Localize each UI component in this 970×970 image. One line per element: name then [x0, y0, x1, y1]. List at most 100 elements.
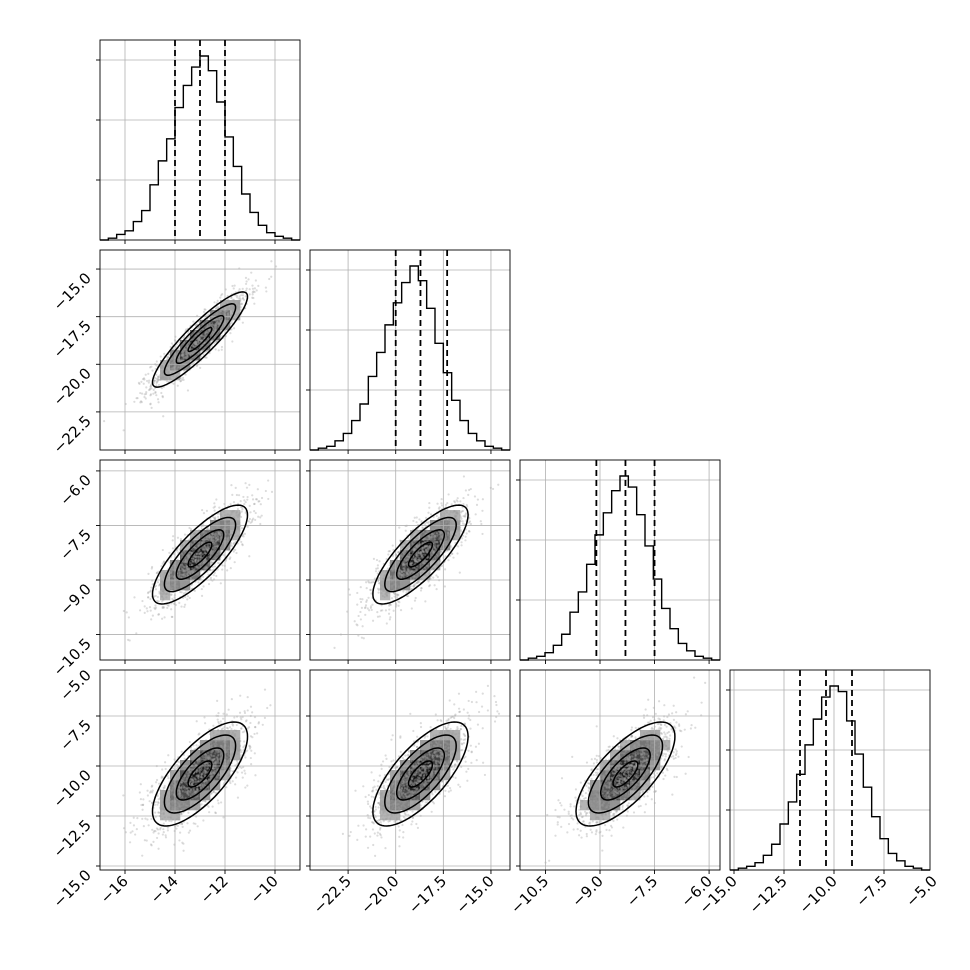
density-cell: [400, 570, 411, 581]
sample-point: [217, 728, 220, 732]
sample-point: [400, 584, 403, 587]
sample-point: [181, 576, 185, 579]
sample-point: [445, 540, 448, 543]
sample-point: [196, 573, 200, 576]
sample-point: [207, 535, 210, 538]
sample-point: [198, 784, 201, 787]
sample-point: [419, 565, 422, 568]
sample-point: [417, 530, 420, 533]
sample-point: [392, 577, 395, 580]
sample-point: [436, 533, 439, 536]
sample-point: [213, 517, 217, 520]
sample-point: [197, 332, 200, 336]
sample-point: [406, 572, 410, 576]
sample-point: [181, 583, 184, 586]
sample-point: [238, 295, 241, 298]
sample-point: [401, 574, 405, 577]
sample-point: [168, 376, 172, 379]
sample-point: [187, 804, 190, 807]
sample-point: [172, 784, 175, 787]
sample-point: [187, 360, 190, 363]
sample-point: [448, 532, 451, 536]
sample-point: [182, 357, 186, 360]
sample-point: [243, 502, 246, 506]
sample-point: [207, 337, 210, 340]
sample-point: [197, 529, 201, 532]
density-cell: [200, 330, 211, 341]
sample-point: [427, 538, 430, 541]
sample-point: [446, 502, 449, 505]
sample-point: [214, 534, 217, 538]
sample-point: [406, 559, 409, 562]
sample-point: [162, 606, 166, 609]
sample-point: [237, 494, 241, 497]
sample-point: [211, 758, 214, 761]
sample-point: [176, 766, 179, 769]
sample-point: [400, 570, 404, 574]
sample-point: [447, 532, 450, 536]
sample-point: [451, 511, 454, 514]
sample-point: [213, 328, 216, 331]
sample-point: [189, 537, 192, 541]
sample-point: [178, 601, 181, 604]
sample-point: [186, 554, 189, 557]
sample-point: [216, 758, 220, 761]
sample-point: [385, 592, 388, 595]
density-cell: [650, 760, 661, 771]
sample-point: [170, 587, 173, 591]
sample-point: [380, 592, 383, 595]
sample-point: [194, 566, 197, 569]
sample-point: [415, 552, 418, 555]
sample-point: [172, 580, 175, 583]
sample-point: [178, 360, 181, 363]
sample-point: [211, 333, 214, 337]
sample-point: [172, 576, 175, 579]
sample-point: [183, 581, 186, 584]
sample-point: [415, 554, 418, 557]
sample-point: [217, 539, 220, 542]
sample-point: [167, 574, 170, 577]
sample-point: [233, 561, 236, 564]
sample-point: [377, 591, 380, 594]
sample-point: [190, 542, 193, 545]
sample-point: [195, 364, 198, 367]
sample-point: [191, 344, 194, 347]
sample-point: [191, 765, 194, 769]
sample-point: [453, 510, 456, 513]
sample-point: [415, 529, 418, 532]
sample-point: [176, 587, 179, 590]
sample-point: [448, 529, 452, 532]
sample-point: [102, 420, 106, 423]
sample-point: [188, 360, 191, 363]
sample-point: [251, 494, 254, 497]
sample-point: [183, 369, 186, 373]
sample-point: [200, 334, 203, 338]
sample-point: [428, 537, 432, 541]
sample-point: [193, 341, 196, 344]
sample-point: [201, 548, 205, 552]
sample-point: [155, 781, 158, 784]
sample-point: [193, 546, 196, 549]
sample-point: [407, 571, 410, 574]
sample-point: [413, 559, 417, 562]
sample-point: [199, 551, 202, 555]
sample-point: [402, 590, 405, 593]
density-cell: [430, 760, 441, 771]
sample-point: [231, 751, 234, 754]
sample-point: [192, 351, 195, 354]
sample-point: [204, 800, 207, 803]
sample-point: [245, 287, 248, 290]
sample-point: [192, 569, 195, 572]
sample-point: [448, 518, 452, 522]
sample-point: [378, 576, 381, 579]
sample-point: [433, 545, 436, 549]
sample-point: [424, 550, 428, 553]
sample-point: [157, 811, 160, 814]
sample-point: [214, 791, 218, 795]
sample-point: [359, 618, 362, 621]
density-cell: [180, 570, 191, 581]
sample-point: [188, 359, 191, 362]
sample-point: [205, 326, 208, 329]
sample-point: [435, 540, 438, 544]
sample-point: [400, 570, 403, 573]
